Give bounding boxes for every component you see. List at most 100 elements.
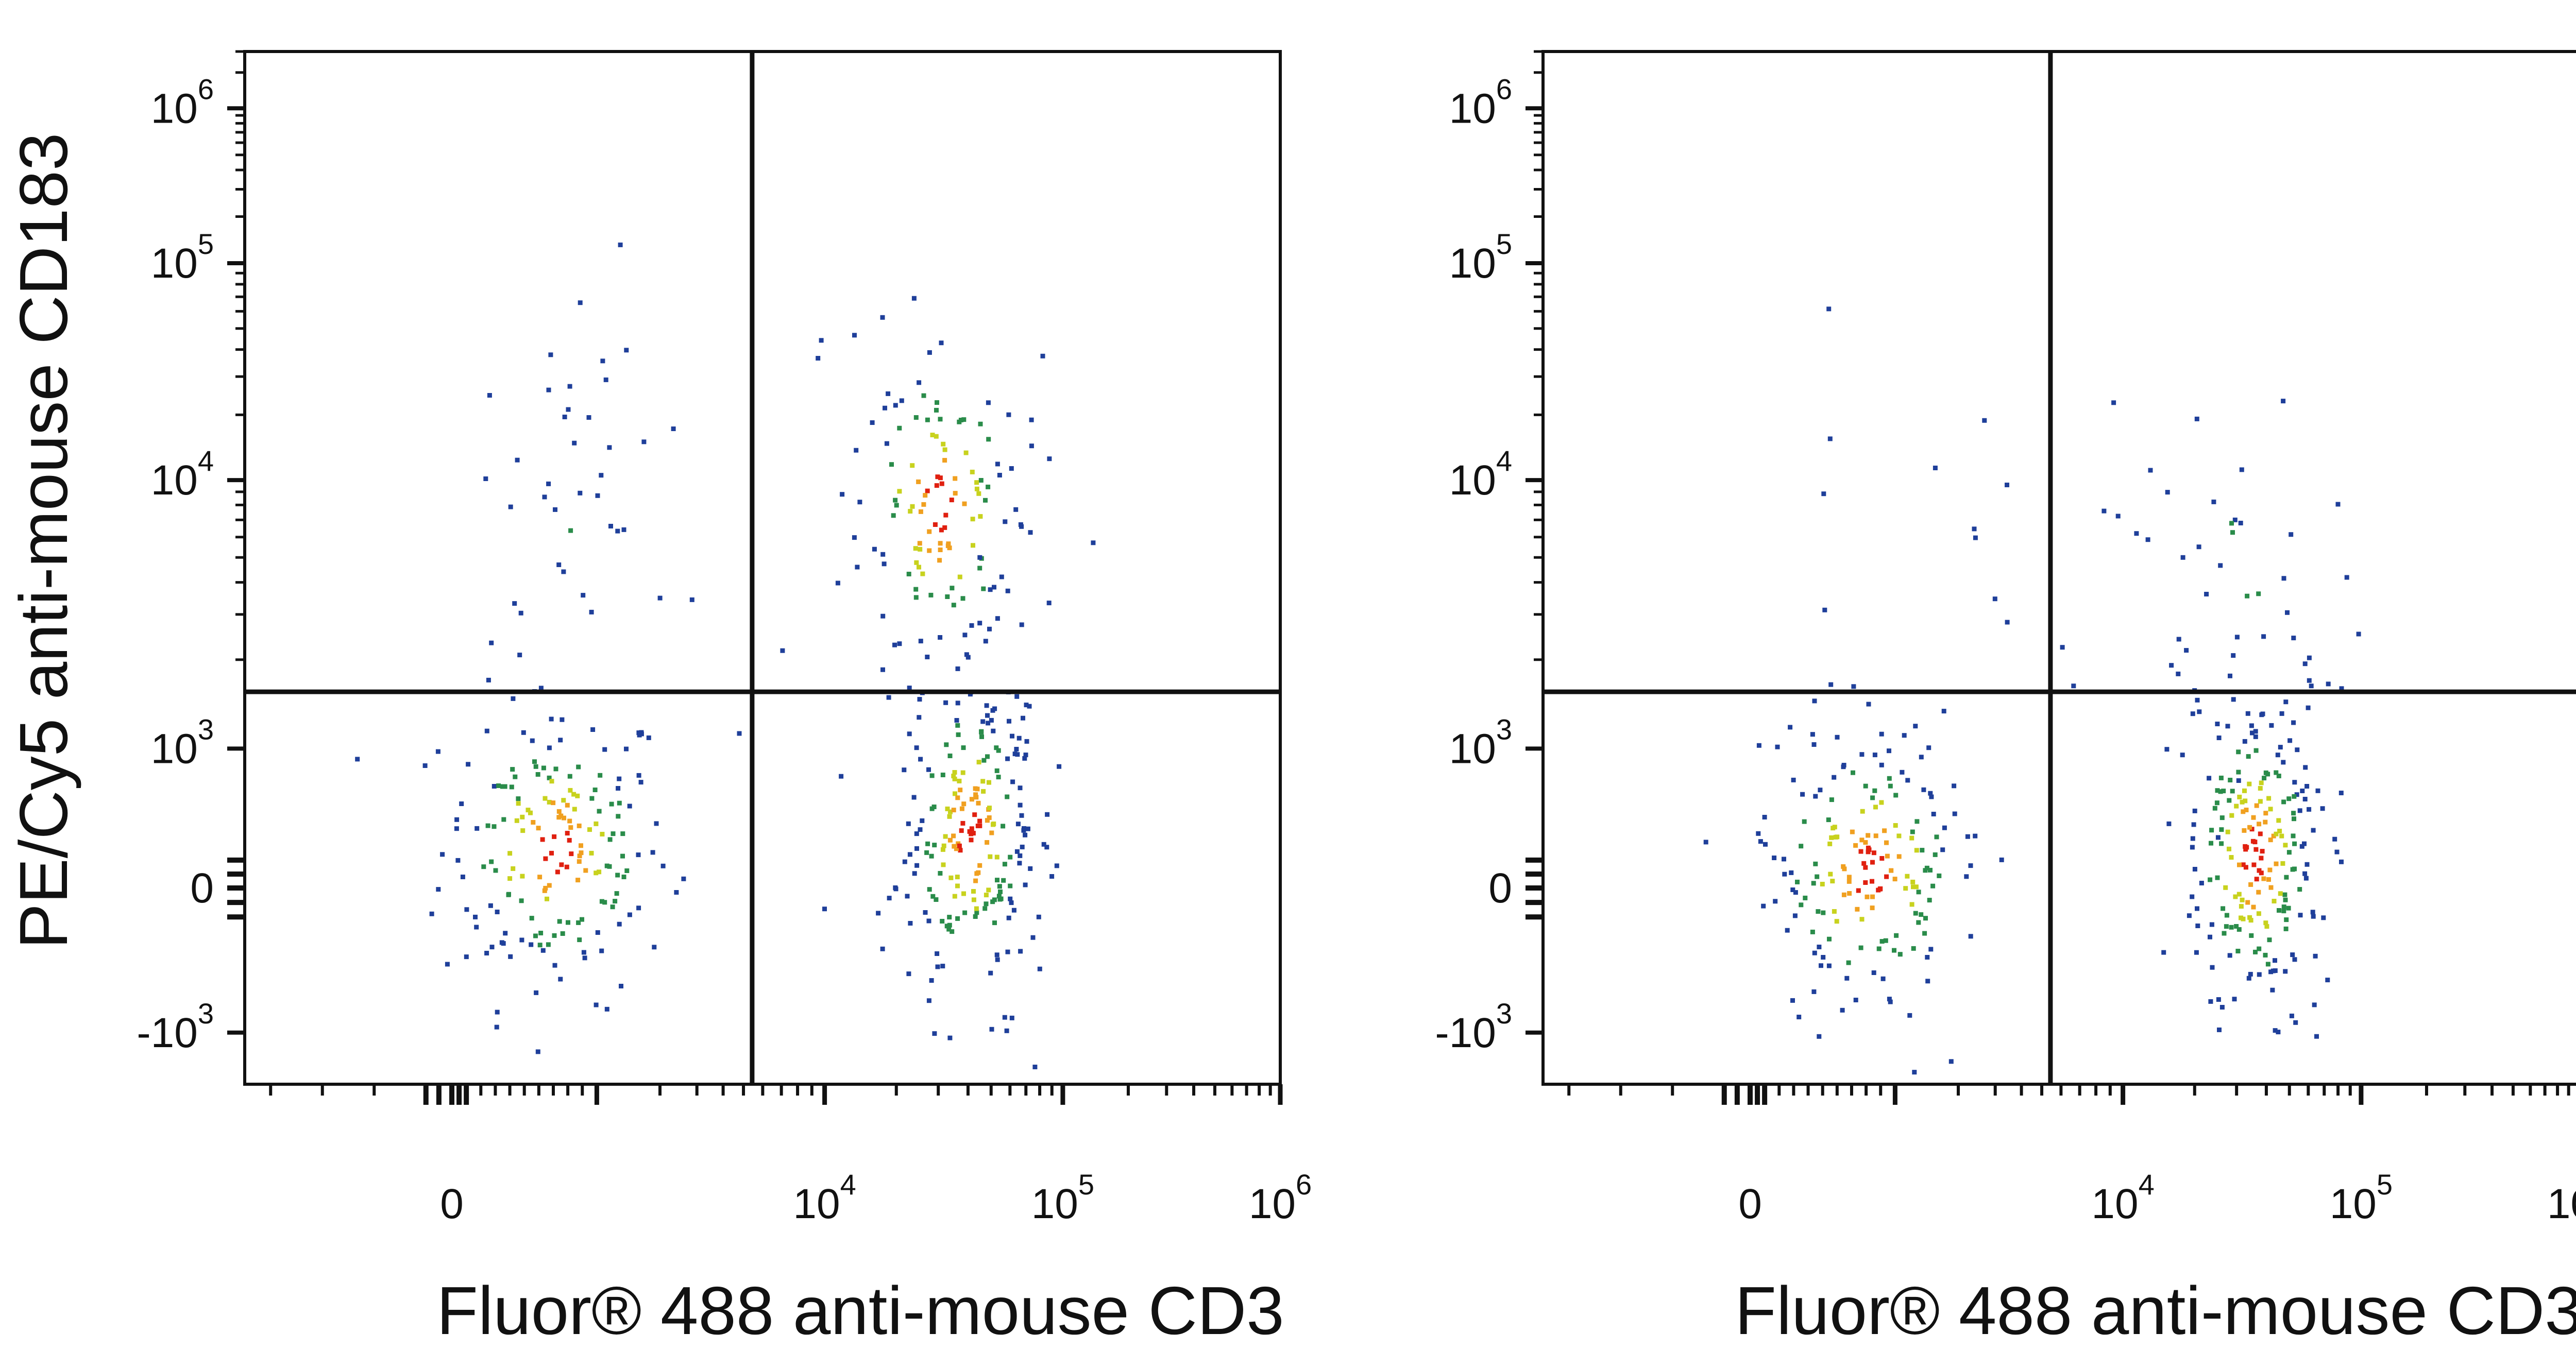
event-dot xyxy=(2212,806,2217,811)
event-dot xyxy=(484,728,489,733)
event-dot xyxy=(1018,785,1023,791)
event-dot xyxy=(937,558,942,563)
y-tick-labels-right: 106 105 104 103 0 -103 xyxy=(1435,73,1512,1056)
event-dot xyxy=(1883,938,1888,943)
event-dot xyxy=(533,764,538,769)
event-dot xyxy=(973,792,978,797)
event-dot xyxy=(2281,904,2286,910)
event-dot xyxy=(872,546,877,552)
event-dot xyxy=(985,713,990,718)
event-dot xyxy=(988,587,993,592)
event-dot xyxy=(507,876,513,881)
event-dot xyxy=(918,546,923,552)
event-dot xyxy=(1761,903,1766,909)
event-dot xyxy=(948,875,954,880)
event-dot xyxy=(1057,764,1062,769)
event-dot xyxy=(595,930,600,935)
event-dot xyxy=(1952,811,1957,816)
event-dot xyxy=(1756,743,1761,748)
event-dot xyxy=(2192,867,2197,871)
event-dot xyxy=(957,419,962,424)
event-dot xyxy=(1758,839,1763,844)
event-dot xyxy=(671,426,676,431)
event-dot xyxy=(2232,517,2238,522)
event-dot xyxy=(2111,400,2116,405)
event-dot xyxy=(542,888,547,893)
event-dot xyxy=(607,445,612,450)
event-dot xyxy=(2291,720,2296,725)
event-dot xyxy=(1023,882,1028,887)
event-dot xyxy=(600,358,605,364)
event-dot xyxy=(560,931,565,936)
event-dot xyxy=(1049,874,1055,879)
event-dot xyxy=(1999,857,2004,862)
event-dot xyxy=(1022,826,1026,831)
event-dot xyxy=(2284,917,2289,922)
event-dot xyxy=(1870,795,1875,800)
event-dot xyxy=(567,838,572,843)
event-dot xyxy=(1896,854,1902,859)
event-dot xyxy=(2274,861,2279,866)
event-dot xyxy=(2326,681,2331,687)
event-dot xyxy=(954,846,959,851)
event-dot xyxy=(2233,894,2238,899)
event-dot xyxy=(967,829,972,834)
event-dot xyxy=(516,801,521,806)
event-dot xyxy=(961,745,966,750)
event-dot xyxy=(855,565,860,570)
event-dot xyxy=(636,730,641,736)
event-dot xyxy=(1826,306,1832,312)
event-dot xyxy=(2236,770,2241,775)
event-dot xyxy=(2222,931,2227,936)
event-dot xyxy=(2261,634,2266,639)
event-dot xyxy=(1008,855,1013,860)
y-tick-label: 106 xyxy=(1449,73,1512,132)
x-tick-label: 105 xyxy=(2330,1168,2393,1227)
event-dot xyxy=(918,639,923,644)
event-dot xyxy=(1009,1015,1014,1020)
event-dot xyxy=(2276,1030,2281,1035)
event-dot xyxy=(575,793,580,798)
event-dot xyxy=(906,971,911,977)
y-axis-title: PE/Cy5 anti-mouse CD183 xyxy=(6,133,81,949)
event-dot xyxy=(607,837,613,842)
event-dot xyxy=(934,897,939,902)
event-dot xyxy=(481,864,486,869)
event-dot xyxy=(1822,607,1827,612)
event-dot xyxy=(2229,925,2234,930)
event-dot xyxy=(1821,955,1826,960)
event-dot xyxy=(1859,917,1865,922)
event-dot xyxy=(542,494,547,500)
event-dot xyxy=(2169,663,2174,668)
event-dot xyxy=(2005,620,2010,625)
event-dot xyxy=(2060,645,2065,650)
event-dot xyxy=(2164,747,2170,752)
event-dot xyxy=(978,421,983,426)
event-dot xyxy=(947,814,952,819)
event-dot xyxy=(938,871,943,876)
event-dot xyxy=(1872,753,1877,758)
event-dot xyxy=(2234,635,2240,640)
event-dot xyxy=(1907,1013,1912,1018)
event-dot xyxy=(641,439,647,445)
event-dot xyxy=(1887,776,1892,781)
event-dot xyxy=(620,853,625,859)
event-dot xyxy=(552,933,557,938)
event-dot xyxy=(1879,762,1884,767)
event-dot xyxy=(1858,849,1863,854)
event-dot xyxy=(1914,819,1920,824)
event-dot xyxy=(2187,913,2192,918)
event-dot xyxy=(1782,871,1787,877)
event-dot xyxy=(595,493,600,498)
event-dot xyxy=(2289,532,2294,537)
event-dot xyxy=(1828,871,1833,877)
event-dot xyxy=(913,587,919,592)
event-dot xyxy=(1773,899,1778,904)
event-dot xyxy=(1903,886,1908,891)
event-dot xyxy=(1928,867,1933,873)
event-dot xyxy=(929,853,934,859)
event-dot xyxy=(986,721,991,726)
event-dot xyxy=(1911,884,1916,890)
event-dot xyxy=(2269,723,2274,728)
y-tick-label: 106 xyxy=(151,73,214,132)
